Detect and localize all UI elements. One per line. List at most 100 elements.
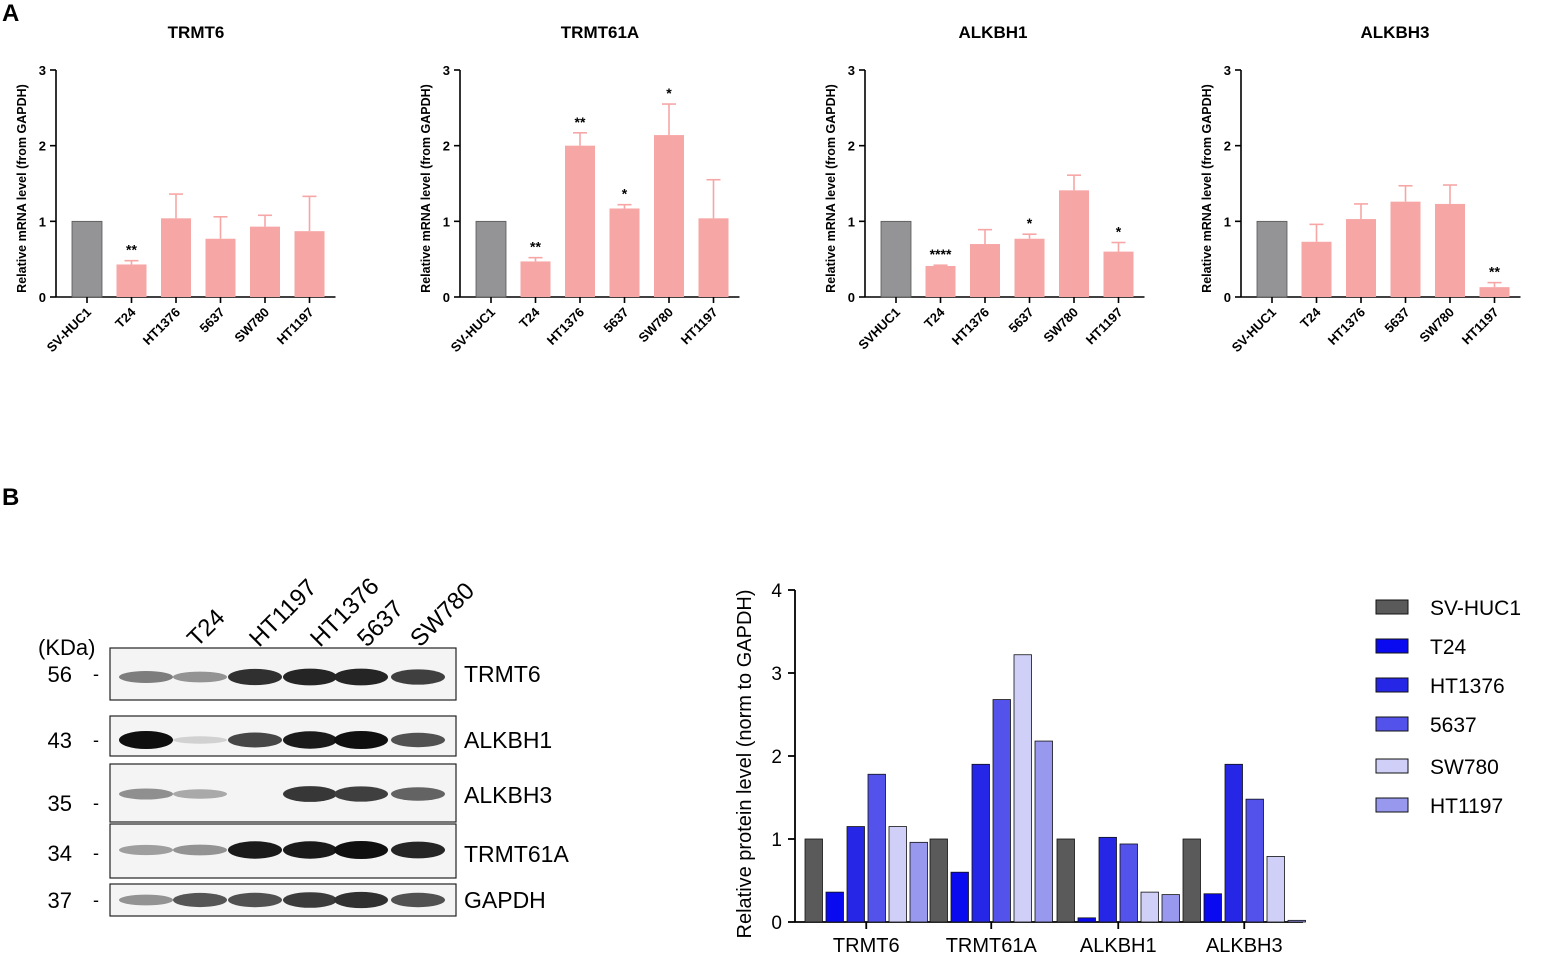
bar-5637 [1390,201,1421,297]
significance-ht1376: ** [575,114,586,130]
bar-ht1197 [698,218,729,297]
y-axis-label: Relative mRNA level (from GAPDH) [1200,84,1214,293]
bar-alkbh3-sw780 [1266,856,1285,923]
significance-t24: ** [530,239,541,255]
bar-sw780 [654,135,684,297]
band-alkbh3-lane-2 [173,789,227,799]
bar-sv-huc1 [1256,220,1288,298]
x-tick-label-sv-huc1: SV-HUC1 [44,305,94,355]
kda-value-gapdh: 37 [48,888,72,913]
bar-t24 [925,265,956,297]
x-tick-label-5637: 5637 [601,305,632,336]
band-trmt6-lane-6 [391,669,445,685]
y-tick-label-3: 3 [848,63,855,78]
protein-label-gapdh: GAPDH [464,887,546,913]
x-tick-label-sv-huc1: SV-HUC1 [1229,305,1279,355]
y-tick-label-1: 1 [848,214,855,229]
y-tick-label-0: 0 [443,290,450,305]
band-alkbh1-lane-3 [228,732,282,748]
bar-ht1376 [565,145,595,297]
x-tick-label-svhuc1: SVHUC1 [855,305,903,353]
kda-tick-gapdh: - [93,890,99,910]
band-alkbh1-lane-4 [283,731,337,749]
significance-t24: ** [126,242,137,258]
y-tick-label-4: 4 [771,581,782,602]
x-tick-label-sv-huc1: SV-HUC1 [448,305,498,355]
protein-level-chart: 0 1 2 3 4 Relative protein level (norm to GAP… [734,581,1521,957]
legend-swatch-ht1376 [1375,677,1409,693]
y-axis-label: Relative mRNA level (from GAPDH) [419,84,433,293]
bar-alkbh1-ht1197 [1161,894,1180,923]
alkbh1-mrna-chart: ALKBH1 0 1 2 3 Relative mRNA level (from GAPD… [824,23,1145,353]
band-trmt61a-lane-3 [228,841,282,859]
trmt6-mrna-chart: TRMT6 0 1 2 3 Relative mRNA level (from GAPDH… [15,23,336,355]
significance-ht1197: * [1116,224,1122,240]
protein-label-trmt61a: TRMT61A [464,841,569,867]
y-tick-label-1: 1 [39,214,46,229]
band-trmt6-lane-3 [228,668,282,686]
band-trmt61a-lane-5 [334,841,388,859]
kda-value-alkbh1: 43 [48,728,72,753]
x-tick-label-sw780: SW780 [1040,305,1081,346]
bar-alkbh1-sw780 [1140,891,1159,923]
y-tick-label-2: 2 [848,139,855,154]
panel-letter-a: A [2,0,20,27]
bar-sw780 [1435,203,1465,297]
band-alkbh3-lane-5 [334,786,388,802]
bar-trmt6-sv-huc1 [804,838,823,923]
bar-ht1376 [161,218,191,297]
y-axis-label: Relative protein level (norm to GAPDH) [734,589,756,938]
y-tick-label-3: 3 [39,63,46,78]
y-tick-label-1: 1 [1224,214,1231,229]
legend-swatch-5637 [1375,716,1409,732]
y-axis-label: Relative mRNA level (from GAPDH) [824,84,838,293]
band-trmt61a-lane-6 [391,841,445,859]
legend-label-5637: 5637 [1430,714,1477,737]
legend-swatch-t24 [1375,638,1409,654]
legend-swatch-ht1197 [1375,797,1409,813]
bar-sv-huc1 [71,220,103,298]
alkbh3-mrna-chart: ALKBH3 0 1 2 3 Relative mRNA level (from GAPD… [1200,23,1521,355]
legend-label-ht1197: HT1197 [1430,795,1503,818]
y-tick-label-0: 0 [848,290,855,305]
x-tick-label-sw780: SW780 [635,305,676,346]
x-tick-label-sw780: SW780 [1416,305,1457,346]
x-tick-label-5637: 5637 [197,305,228,336]
legend-label-sw780: SW780 [1430,756,1499,779]
band-gapdh-lane-4 [283,892,337,908]
band-trmt6-lane-1 [119,671,173,683]
chart-title: TRMT6 [168,23,225,42]
legend-label-sv-huc1: SV-HUC1 [1430,597,1521,620]
lane-label-sw780: SW780 [405,577,480,652]
bar-trmt61a-sv-huc1 [929,838,948,923]
bar-t24 [1301,241,1332,297]
y-tick-label-0: 0 [39,290,46,305]
significance-5637: * [1027,215,1033,231]
bar-trmt6-ht1197 [909,841,928,923]
band-gapdh-lane-5 [334,891,388,909]
x-tick-label-trmt61a: TRMT61A [946,935,1038,957]
panel-letter-b: B [2,484,20,511]
legend-swatch-sw780 [1375,758,1409,774]
band-alkbh1-lane-5 [334,731,388,749]
x-tick-label-t24: T24 [112,304,139,331]
y-tick-label-1: 1 [771,830,782,851]
legend-label-t24: T24 [1430,636,1467,659]
bar-ht1197 [1479,287,1510,297]
lane-label-t24: T24 [182,604,230,652]
bar-alkbh3-ht1376 [1224,763,1243,923]
bar-trmt61a-ht1376 [971,763,990,923]
bar-alkbh3-ht1197 [1287,919,1306,923]
x-tick-label-ht1376: HT1376 [949,305,992,348]
band-trmt6-lane-2 [173,671,227,683]
bar-alkbh3-sv-huc1 [1182,838,1201,923]
trmt61a-mrna-chart: TRMT61A 0 1 2 3 Relative mRNA level (from GAP… [419,23,740,355]
bar-trmt61a-5637 [992,699,1011,923]
y-tick-label-1: 1 [443,214,450,229]
bar-ht1376 [1346,219,1376,297]
x-tick-label-ht1376: HT1376 [140,305,183,348]
y-tick-label-2: 2 [771,747,782,768]
legend-label-ht1376: HT1376 [1430,675,1505,698]
band-trmt6-lane-5 [334,668,388,686]
